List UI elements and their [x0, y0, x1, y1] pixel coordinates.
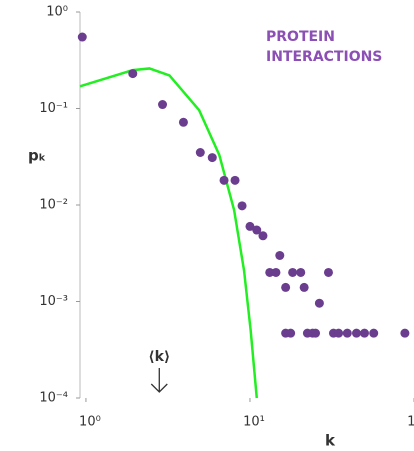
annotation: INTERACTIONS	[266, 49, 382, 65]
data-point	[314, 298, 324, 308]
data-point	[334, 328, 344, 338]
x-tick-label: 10²	[407, 415, 414, 430]
data-point	[252, 225, 262, 235]
data-point	[237, 201, 247, 211]
data-point	[207, 153, 217, 163]
mean-arrow	[150, 368, 168, 393]
data-point	[400, 328, 410, 338]
y-tick-label: 10⁻¹	[39, 101, 68, 116]
mean-label: ⟨k⟩	[148, 349, 170, 365]
data-point	[128, 69, 138, 79]
y-tick-label: 10⁻³	[39, 294, 68, 309]
data-point	[230, 175, 240, 185]
data-point	[275, 250, 285, 260]
data-point	[178, 117, 188, 127]
x-axis-label: k	[325, 432, 336, 450]
data-point	[245, 221, 255, 231]
data-point	[258, 231, 268, 241]
data-point	[219, 175, 229, 185]
data-point	[359, 328, 369, 338]
data-point	[265, 267, 275, 277]
data-point	[281, 282, 291, 292]
data-point	[286, 328, 296, 338]
y-axis-label: pₖ	[28, 147, 46, 165]
data-point	[271, 267, 281, 277]
data-point	[369, 328, 379, 338]
data-point	[77, 32, 87, 42]
data-point	[296, 267, 306, 277]
fit-curve	[79, 67, 259, 399]
data-point	[311, 328, 321, 338]
data-point	[323, 267, 333, 277]
data-point	[342, 328, 352, 338]
y-tick-label: 10⁻⁴	[39, 391, 68, 406]
data-point	[158, 100, 168, 110]
x-tick-label: 10¹	[243, 415, 265, 430]
data-point	[299, 282, 309, 292]
annotation: PROTEIN	[266, 29, 335, 45]
data-point	[351, 328, 361, 338]
y-tick-label: 10⁰	[46, 5, 68, 20]
x-tick-label: 10⁰	[79, 415, 101, 430]
y-tick-label: 10⁻²	[39, 198, 68, 213]
data-point	[288, 267, 298, 277]
data-point	[195, 147, 205, 157]
